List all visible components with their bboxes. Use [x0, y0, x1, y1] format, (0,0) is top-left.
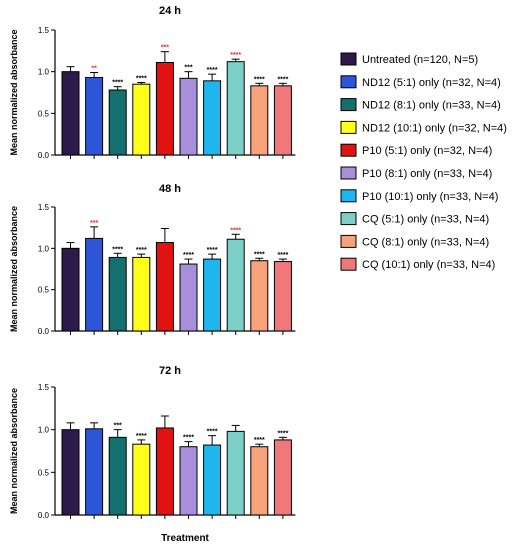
chart-panel-1: 24 h 0.0 0.5 1.0 1.5 Mean normalized absorban…: [9, 5, 296, 160]
panel-title: 24 h: [159, 5, 181, 17]
y-tick-label: 1.5: [38, 383, 50, 392]
bar: [273, 439, 292, 516]
legend-entry: ND12 (10:1) only (n=32, N=4): [362, 122, 507, 134]
legend: Untreated (n=120, N=5) ND12 (5:1) only (n…: [340, 52, 507, 271]
bar: [250, 446, 269, 516]
significance-label: ****: [207, 247, 218, 254]
y-tick-label: 0.5: [38, 109, 50, 118]
y-tick-label: 1.0: [38, 426, 50, 435]
significance-label: ****: [207, 67, 218, 74]
legend-swatch: [340, 189, 357, 203]
bar: [61, 71, 80, 156]
bar: [179, 263, 198, 332]
y-tick-label: 1.0: [38, 68, 50, 77]
legend-swatch: [340, 257, 357, 271]
y-axis-label: Mean normalized absorbance: [9, 206, 19, 332]
y-axis-label: Mean normalized absorbance: [9, 29, 19, 155]
bar: [273, 261, 292, 332]
legend-entry: P10 (10:1) only (n=33, N=4): [362, 191, 498, 203]
bar: [155, 62, 174, 156]
significance-label: ****: [183, 435, 194, 442]
legend-entry: CQ (5:1) only (n=33, N=4): [362, 214, 489, 226]
y-tick-label: 0.5: [38, 468, 50, 477]
legend-swatch: [340, 52, 357, 66]
chart-panel-3: 72 h 0.0 0.5 1.0 1.5 Mean normalized absorban…: [9, 365, 296, 520]
significance-label: ****: [136, 76, 147, 83]
bar: [155, 427, 174, 516]
legend-entry: P10 (5:1) only (n=32, N=4): [362, 145, 492, 157]
legend-swatch: [340, 166, 357, 180]
y-tick-label: 0.0: [38, 511, 50, 520]
significance-label: ****: [207, 429, 218, 436]
legend-entry: Untreated (n=120, N=5): [362, 54, 478, 66]
significance-label: ****: [136, 433, 147, 440]
legend-entry: CQ (10:1) only (n=33, N=4): [362, 259, 495, 271]
legend-entry: CQ (8:1) only (n=33, N=4): [362, 236, 489, 248]
significance-label: ****: [183, 252, 194, 259]
bar: [155, 242, 174, 332]
bar: [179, 446, 198, 516]
legend-swatch: [340, 212, 357, 226]
legend-entry: ND12 (8:1) only (n=33, N=4): [362, 100, 501, 112]
legend-swatch: [340, 75, 357, 89]
significance-label: ****: [254, 437, 265, 444]
significance-label: ****: [254, 251, 265, 258]
significance-label: ***: [161, 45, 169, 52]
significance-label: ****: [230, 227, 241, 234]
x-axis-label: Treatment: [161, 533, 209, 544]
y-axis-label: Mean normalized absorbance: [9, 388, 19, 514]
y-tick-label: 1.5: [38, 26, 50, 35]
bar: [179, 77, 198, 156]
legend-swatch: [340, 234, 357, 248]
bar: [203, 258, 222, 332]
y-tick-label: 0.0: [38, 327, 50, 336]
y-tick-label: 1.5: [38, 203, 50, 212]
significance-label: ****: [277, 430, 288, 437]
bar: [85, 428, 104, 516]
bar: [226, 430, 245, 516]
significance-label: ****: [230, 52, 241, 59]
significance-label: **: [91, 66, 97, 73]
bar: [108, 436, 127, 516]
y-tick-label: 0.5: [38, 286, 50, 295]
legend-entry: P10 (8:1) only (n=33, N=4): [362, 168, 492, 180]
significance-label: ****: [112, 80, 123, 87]
significance-label: ****: [277, 76, 288, 83]
bar: [132, 256, 151, 332]
bar: [61, 247, 80, 332]
bar: [273, 85, 292, 156]
legend-entry: ND12 (5:1) only (n=32, N=4): [362, 77, 501, 89]
panel-title: 48 h: [159, 183, 181, 195]
bar: [108, 256, 127, 332]
significance-label: ****: [112, 246, 123, 253]
legend-swatch: [340, 98, 357, 112]
bar: [203, 444, 222, 516]
y-tick-label: 1.0: [38, 244, 50, 253]
significance-label: ***: [184, 65, 192, 72]
bar: [250, 85, 269, 156]
bar: [203, 80, 222, 156]
bar: [226, 238, 245, 332]
significance-label: ***: [114, 423, 122, 430]
bar: [108, 89, 127, 156]
legend-swatch: [340, 120, 357, 134]
bar: [61, 429, 80, 516]
panel-title: 72 h: [159, 365, 181, 377]
significance-label: ***: [90, 220, 98, 227]
bar: [132, 83, 151, 156]
y-tick-label: 0.0: [38, 151, 50, 160]
chart-panel-2: 48 h 0.0 0.5 1.0 1.5 Mean normalized absorban…: [9, 183, 296, 336]
bar: [85, 237, 104, 332]
legend-swatch: [340, 143, 357, 157]
significance-label: ****: [277, 252, 288, 259]
bar: [85, 77, 104, 156]
bar: [250, 260, 269, 332]
bar: [226, 61, 245, 156]
significance-label: ****: [254, 76, 265, 83]
bar: [132, 443, 151, 516]
significance-label: ****: [136, 247, 147, 254]
